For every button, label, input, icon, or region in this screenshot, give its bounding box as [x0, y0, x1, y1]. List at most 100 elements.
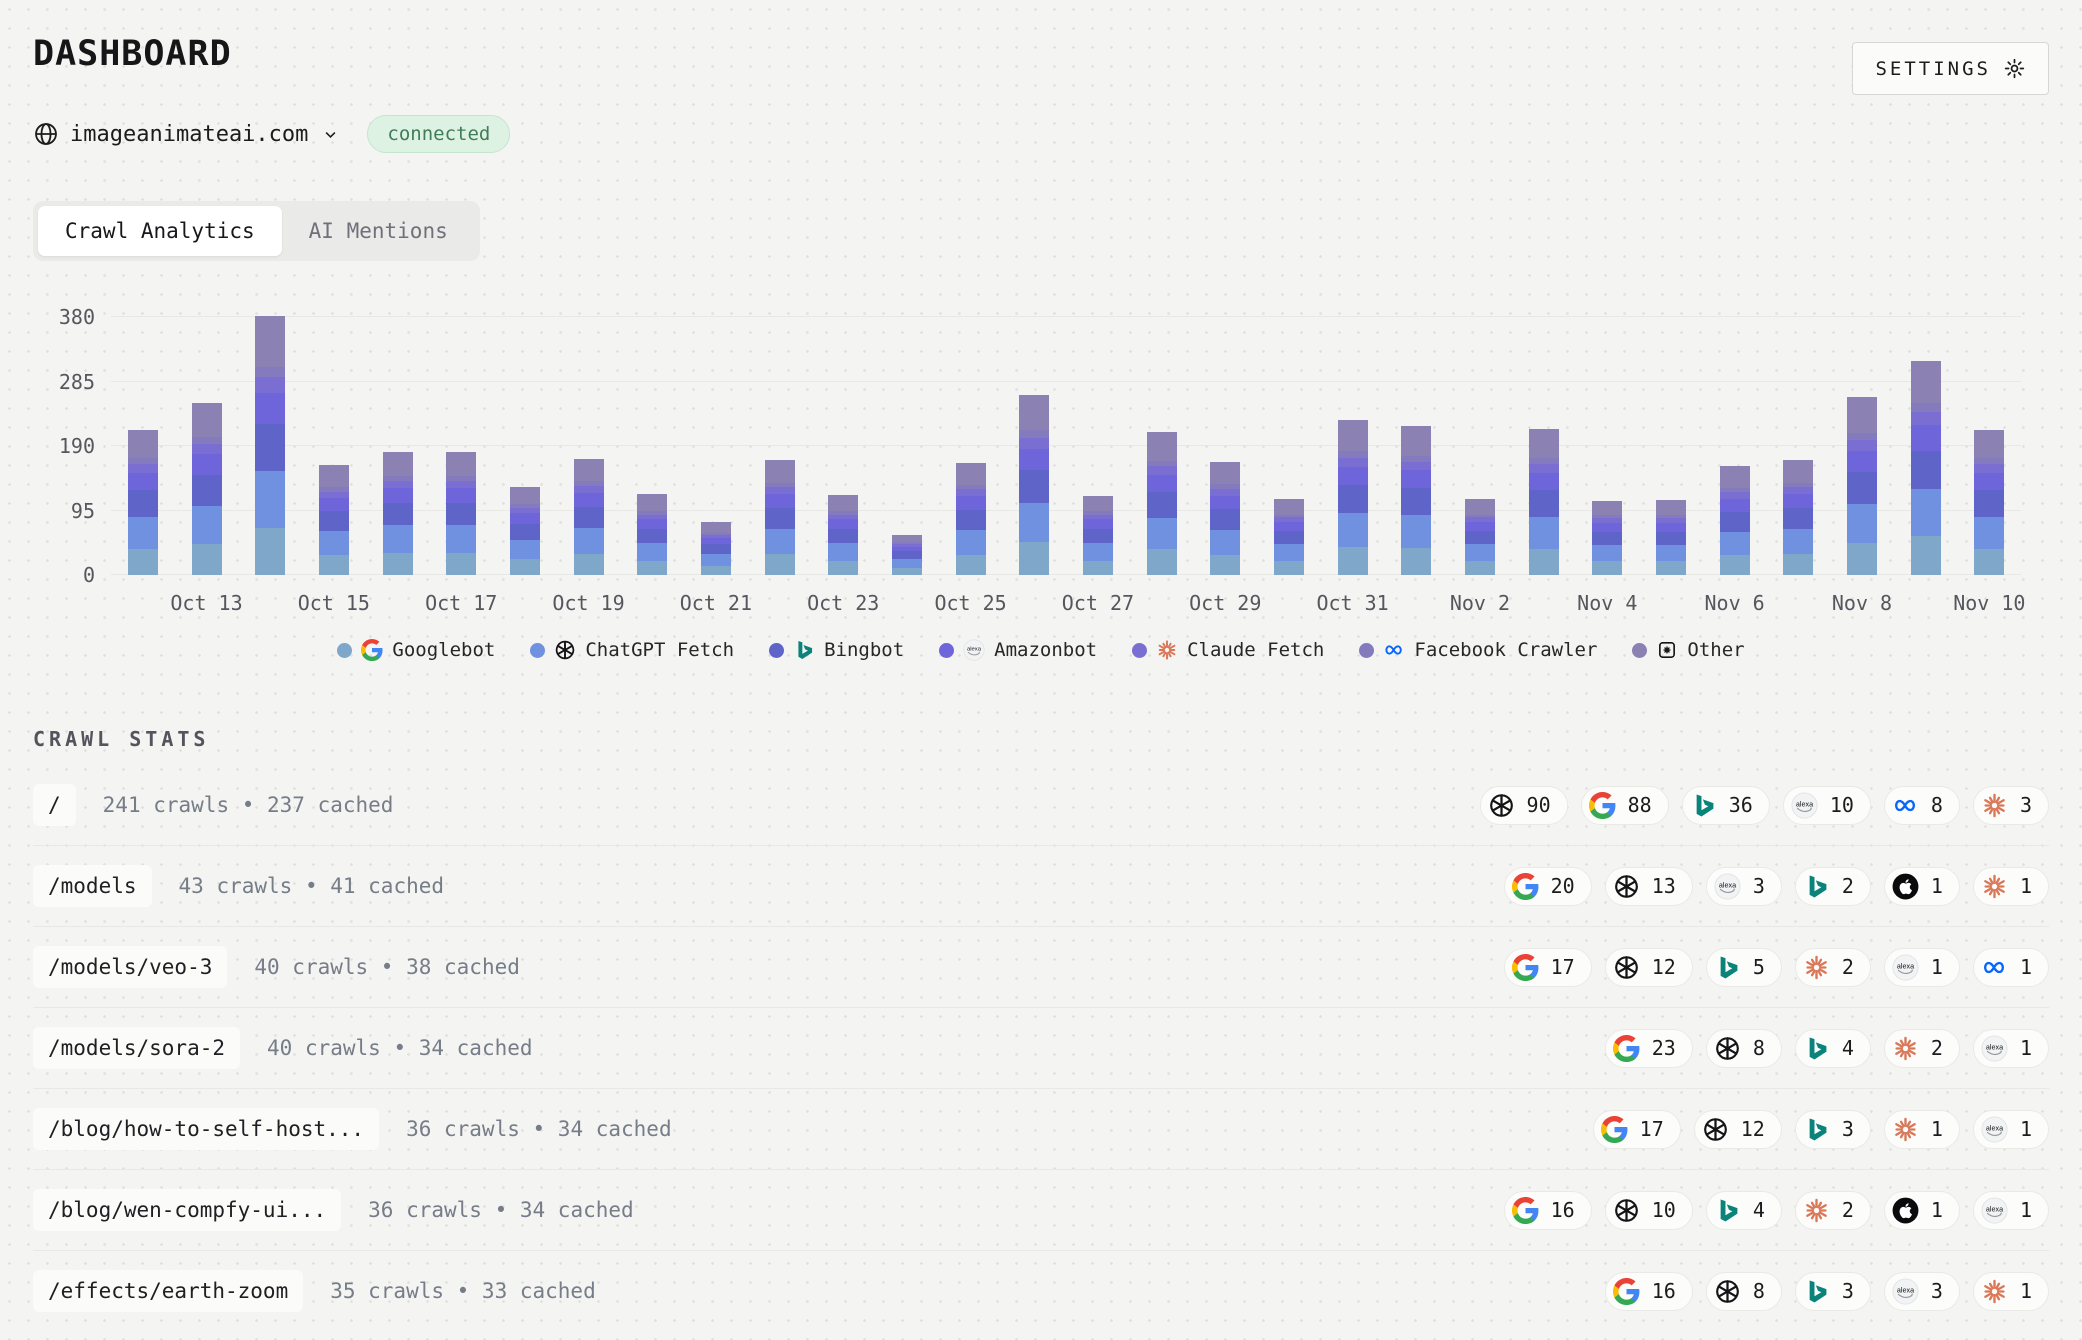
openai-icon	[1613, 873, 1640, 900]
bar-segment	[255, 377, 286, 394]
bot-crawl-count: 10	[1829, 793, 1854, 817]
bot-crawl-count: 3	[1841, 1117, 1854, 1141]
tab-ai-mentions[interactable]: AI Mentions	[308, 219, 448, 243]
bot-crawl-count: 8	[1752, 1279, 1765, 1303]
crawl-stats-row[interactable]: /effects/earth-zoom 35 crawls • 33 cached…	[33, 1250, 2049, 1331]
alexa-count-pill: alexa 3	[1705, 866, 1782, 906]
stacked-bar-nov-8	[1846, 397, 1877, 575]
bar-column	[366, 313, 430, 575]
bar-segment	[509, 504, 540, 508]
legend-color-dot	[1359, 642, 1375, 658]
bar-segment	[1783, 553, 1814, 575]
legend-color-dot	[530, 642, 546, 658]
stacked-bar-oct-24	[891, 535, 922, 575]
crawl-stats-row[interactable]: /models 43 crawls • 41 cached 20 13 alexa 3 2 1…	[33, 845, 2049, 926]
openai-icon	[554, 639, 576, 661]
gridline-380	[111, 316, 2021, 317]
bars-area: Oct 13 Oct 15 Oct 17 Oct 19 Oct 21 Oct 23 Oct …	[111, 313, 2025, 615]
bar-segment	[828, 514, 859, 520]
bar-column	[875, 313, 939, 575]
bar-segment	[1592, 501, 1623, 516]
bar-segment	[1210, 484, 1241, 489]
bar-segment	[1910, 361, 1941, 404]
page-path: /models	[33, 865, 152, 907]
claude-count-pill: 2	[1883, 1028, 1960, 1068]
settings-button[interactable]: SETTINGS	[1852, 42, 2049, 95]
bar-segment	[1082, 496, 1113, 512]
crawl-cache-counts: 43 crawls • 41 cached	[178, 874, 445, 898]
bar-segment	[700, 532, 731, 535]
bot-crawl-count: 1	[1930, 955, 1943, 979]
claude-count-pill: 2	[1794, 1190, 1871, 1230]
bar-segment	[1146, 466, 1177, 476]
bot-crawl-count: 23	[1651, 1036, 1676, 1060]
bar-segment	[764, 487, 795, 495]
bar-segment	[1910, 489, 1941, 537]
bar-segment	[191, 543, 222, 575]
bar-segment	[1974, 463, 2005, 473]
alexa-count-pill: alexa 3	[1883, 1271, 1960, 1311]
bar-segment	[1974, 516, 2005, 549]
globe-icon	[33, 121, 59, 147]
bar-segment	[828, 528, 859, 544]
bot-crawl-count: 12	[1740, 1117, 1765, 1141]
bar-segment	[509, 559, 540, 575]
bot-count-pills: 16 8 3 alexa 3 1	[1604, 1271, 2049, 1311]
crawl-stats-row[interactable]: /models/veo-3 40 crawls • 38 cached 17 12 5 2…	[33, 926, 2049, 1007]
bot-crawl-count: 2	[1841, 874, 1854, 898]
svg-text:alexa: alexa	[1719, 880, 1736, 889]
bar-segment	[127, 548, 158, 575]
bar-segment	[891, 546, 922, 552]
bar-segment	[1019, 437, 1050, 449]
crawl-stats-row[interactable]: /models/sora-2 40 crawls • 34 cached 23 8 4 2…	[33, 1007, 2049, 1088]
bar-segment	[1846, 450, 1877, 472]
stacked-bar-oct-29	[1210, 461, 1241, 575]
bar-segment	[1273, 561, 1304, 575]
bar-segment	[1019, 542, 1050, 575]
bar-segment	[255, 315, 286, 368]
stacked-bar-oct-28	[1146, 431, 1177, 575]
crawl-stats-row[interactable]: / 241 crawls • 237 cached 90 88 36 alexa 10 8 3	[33, 765, 2049, 845]
bar-segment	[1592, 522, 1623, 532]
svg-text:alexa: alexa	[1986, 1123, 2003, 1132]
bar-segment	[255, 393, 286, 425]
crawl-stats-row[interactable]: /blog/wen-compfy-ui... 36 crawls • 34 cac…	[33, 1169, 2049, 1250]
svg-text:alexa: alexa	[967, 647, 982, 653]
bar-segment	[1783, 459, 1814, 483]
legend-label: Claude Fetch	[1187, 639, 1325, 661]
y-tick-label: 190	[58, 434, 95, 458]
bing-count-pill: 4	[1794, 1028, 1871, 1068]
apple-count-pill: 1	[1883, 1190, 1960, 1230]
openai-count-pill: 13	[1604, 866, 1693, 906]
bar-column	[1894, 313, 1958, 575]
crawl-stats-section: CRAWL STATS /241 crawls • 237 cached 90 88…	[33, 727, 2049, 1331]
crawl-stats-row[interactable]: /blog/how-to-self-host... 36 crawls • 34 …	[33, 1088, 2049, 1169]
claude-icon	[1892, 1116, 1919, 1143]
bar-segment	[1146, 460, 1177, 467]
stacked-bar-oct-14	[255, 315, 286, 575]
alexa-icon: alexa	[1981, 1115, 2008, 1143]
bar-column	[1512, 313, 1576, 575]
svg-text:alexa: alexa	[1796, 799, 1813, 808]
stacked-bar-oct-16	[382, 451, 413, 575]
bar-column: Oct 15	[298, 313, 370, 615]
bar-segment	[573, 486, 604, 493]
bot-crawl-count: 90	[1526, 793, 1551, 817]
y-tick-label: 380	[58, 305, 95, 329]
stacked-bar-nov-9	[1910, 361, 1941, 575]
page-path: /effects/earth-zoom	[33, 1270, 304, 1312]
bar-segment	[1082, 511, 1113, 515]
bar-segment	[891, 558, 922, 568]
bar-segment	[700, 538, 731, 545]
bar-segment	[509, 539, 540, 560]
x-tick-label: Nov 2	[1449, 591, 1511, 615]
domain-selector[interactable]: imageanimateai.com connected	[33, 115, 2049, 153]
bar-segment	[1528, 463, 1559, 473]
bar-segment	[1464, 499, 1495, 515]
tab-crawl-analytics[interactable]: Crawl Analytics	[38, 206, 282, 256]
bar-segment	[891, 551, 922, 559]
bar-segment	[127, 429, 158, 458]
stacked-bar-nov-1	[1401, 425, 1432, 575]
openai-count-pill: 8	[1705, 1028, 1782, 1068]
claude-count-pill: 2	[1794, 947, 1871, 987]
